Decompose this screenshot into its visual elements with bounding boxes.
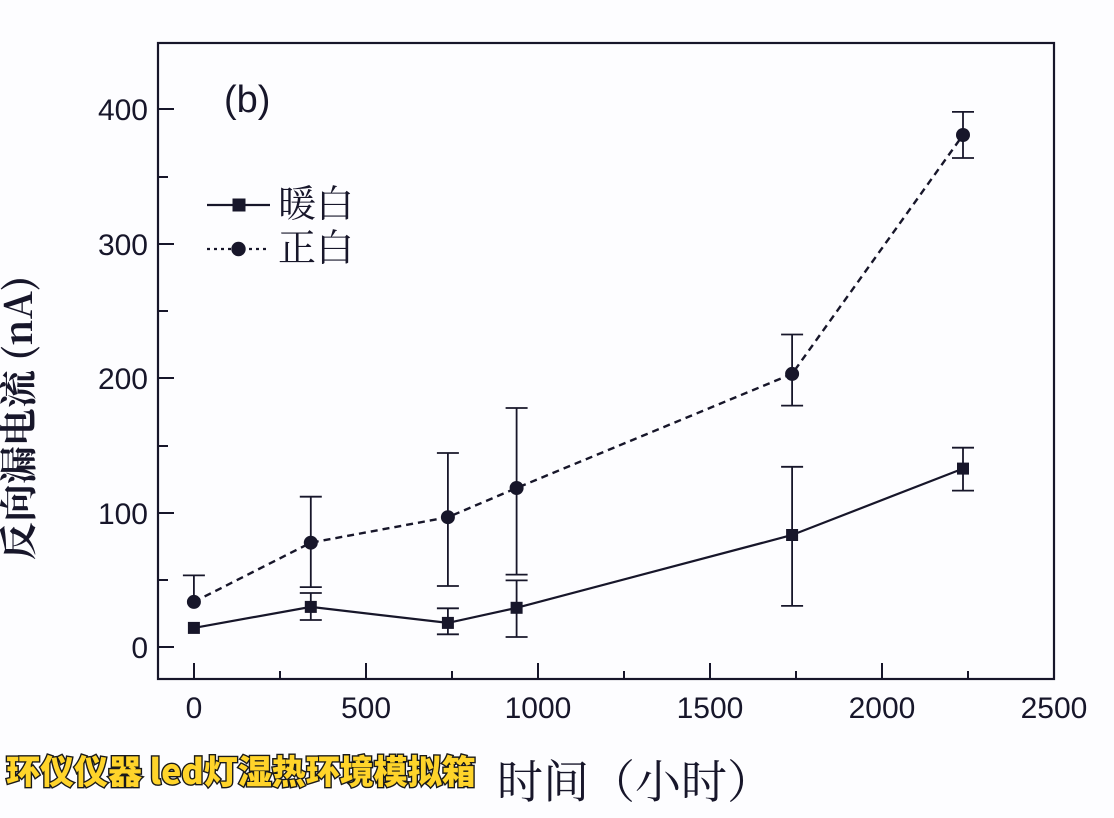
svg-text:500: 500	[341, 692, 391, 725]
svg-text:300: 300	[98, 229, 148, 262]
svg-text:100: 100	[98, 498, 148, 531]
svg-text:1500: 1500	[677, 692, 744, 725]
svg-text:(b): (b)	[224, 79, 270, 121]
svg-text:正白: 正白	[278, 217, 354, 272]
svg-text:0: 0	[131, 632, 148, 665]
svg-text:时间（小时）: 时间（小时）	[497, 746, 773, 812]
svg-text:400: 400	[98, 94, 148, 127]
svg-text:2000: 2000	[849, 692, 916, 725]
svg-text:2500: 2500	[1021, 692, 1088, 725]
svg-text:0: 0	[186, 692, 203, 725]
svg-text:1000: 1000	[505, 692, 572, 725]
svg-text:200: 200	[98, 363, 148, 396]
svg-text:反向漏电流 (nA): 反向漏电流 (nA)	[0, 276, 43, 560]
